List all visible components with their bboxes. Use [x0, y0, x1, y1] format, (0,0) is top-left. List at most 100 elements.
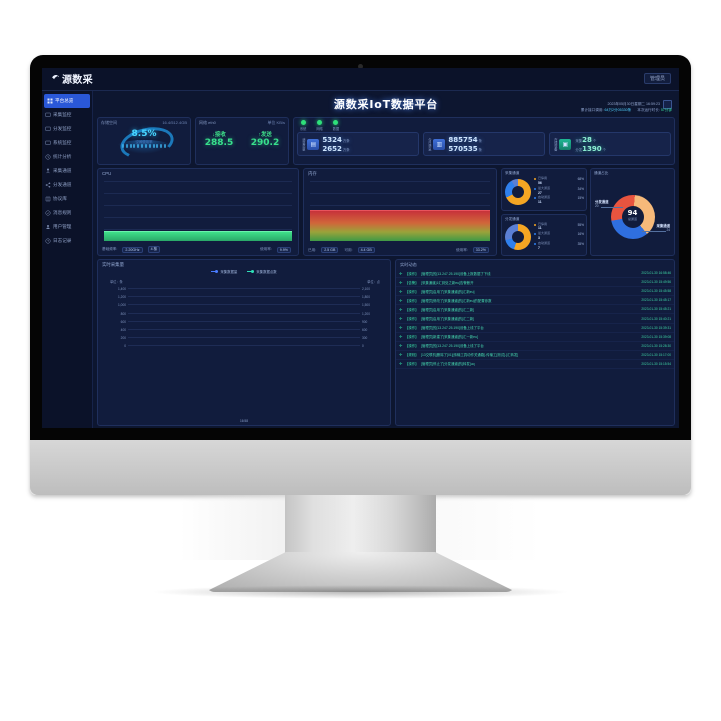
legend-value: 11: [538, 200, 542, 205]
sidebar-item-system-monitor[interactable]: 系统监控: [42, 136, 92, 150]
cpu-footer: 基础频率: 2.20GHz 4 核 使用率: 9.9%: [102, 246, 294, 253]
cpu-panel: CPU 基础频率: 2.20GHz 4 核: [97, 168, 299, 256]
sidebar-item-message-rules[interactable]: 消息规则: [42, 206, 92, 220]
chart-legend-item-1[interactable]: 采集数据量: [211, 269, 237, 274]
network-rx-value: 288.5: [204, 138, 234, 148]
memory-usage-label: 使用率:: [456, 247, 468, 252]
dispatch-channel-card: 分发通道 已停用 11 55%: [501, 213, 587, 256]
sidebar-item-collect-channel[interactable]: 采集通道: [42, 164, 92, 178]
memory-panel: 内存 已用: 2.5 GB 可用: 4.4: [303, 168, 497, 256]
message-today-values: 885754条 570535条: [448, 136, 482, 153]
memory-area: [310, 210, 490, 241]
message-today-box: 今日消息 ▥ 885754条 570535条: [423, 132, 545, 156]
sidebar-item-overview[interactable]: 平台总览: [44, 94, 90, 108]
list-item[interactable]: ✛ 【操作】 [管理员]启用了[采集通道]的[汇二新] 2023-01-30 1…: [396, 305, 674, 315]
online-devices-label: 在线设备: [553, 137, 558, 151]
cpu-usage-value: 9.9%: [276, 246, 291, 253]
status-data: 数据: [333, 120, 339, 131]
unit: 条: [478, 138, 482, 143]
unit: 条: [478, 147, 482, 152]
sidebar-item-collect-monitor[interactable]: 采集监控: [42, 108, 92, 122]
gauge-glow: [116, 140, 172, 154]
log-tag: 【告警】: [405, 280, 419, 285]
sidebar-item-dispatch-channel[interactable]: 分发通道: [42, 178, 92, 192]
dispatch-channel-legend: 已停用 11 55% 最大通道 3 16% 启动通道: [534, 222, 584, 252]
log-time: 2023-01-30 15:45:17: [641, 298, 671, 303]
message-today-line-1: 885754条: [448, 136, 482, 144]
network-tx-label: 发送: [260, 132, 272, 138]
sidebar-item-statistics[interactable]: 统计分析: [42, 150, 92, 164]
label: 采集通道: [656, 224, 670, 228]
disk-title: 存储空间: [101, 120, 117, 125]
list-item[interactable]: ✛ 【告警】 [采集通道]1汇到处之新eu]告警断开 2023-01-30 15…: [396, 278, 674, 288]
chart-legend-item-2[interactable]: 采集数据点数: [247, 269, 277, 274]
list-item[interactable]: ✛ 【规则】 [13交联机]删除了[01][传输工具动作关通路]-传输工[测试]…: [396, 351, 674, 360]
message-stats-card: 系统 网络 数据: [293, 117, 675, 165]
list-item[interactable]: ✛ 【操作】 [管理员]修改了[采集通道]的[汇新eu]的配置参数 2023-0…: [396, 296, 674, 306]
sidebar-item-label: 平台总览: [55, 98, 74, 103]
refresh-icon[interactable]: [663, 100, 672, 109]
legend-name: 已停用: [538, 176, 548, 180]
log-tag: 【操作】: [405, 271, 419, 276]
disk-capacity: 16.4/512.4GB: [162, 120, 187, 125]
user-icon: [45, 224, 51, 230]
history-icon: [45, 238, 51, 244]
main-content: 源数采IoT数据平台 2023年05月30日星期二 16:59:23 累计接口调…: [93, 91, 679, 428]
value: 28: [582, 135, 592, 144]
sidebar-item-dispatch-monitor[interactable]: 分发监控: [42, 122, 92, 136]
plus-icon: ✛: [399, 288, 403, 294]
sidebar-item-label: 统计分析: [53, 154, 72, 159]
log-message: [管理员]新建了[采集通道]的[汇一新eu]: [421, 335, 478, 340]
monitor-shadow: [150, 585, 571, 599]
list-item[interactable]: ✛ 【操作】 [管理员]停止了[分发通道]的[转发]uq 2023-01-30 …: [396, 360, 674, 370]
admin-button[interactable]: 管理员: [643, 73, 671, 84]
disk-gauge: 8.5% 空间使用率: [112, 122, 177, 164]
log-message: [采集通道]1汇到处之新eu]告警断开: [421, 280, 474, 285]
list-item[interactable]: ✛ 【操作】 [管理员]的[13.247.25.190]设备上线了平台 2023…: [396, 324, 674, 333]
kpi-value-2: 57分钟: [660, 108, 672, 112]
cpu-cores-value: 4 核: [147, 246, 161, 253]
log-message: [管理员]修改了[采集通道]的[汇新eu]的配置参数: [421, 298, 492, 303]
list-item[interactable]: ✛ 【操作】 [管理员]启用了[采集通道]的[汇新eu] 2023-01-30 …: [396, 287, 674, 297]
sidebar-item-label: 日志记录: [53, 238, 72, 243]
cpu-area: [104, 231, 292, 241]
resource-panels-row: CPU 基础频率: 2.20GHz 4 核: [97, 168, 675, 256]
status-network: 网络: [316, 120, 323, 131]
brand[interactable]: 源数采: [51, 71, 93, 86]
cpu-base-label: 基础频率:: [102, 247, 118, 251]
memory-usage-value: 33.2%: [472, 247, 489, 253]
sidebar-item-user-management[interactable]: 用户管理: [42, 220, 92, 234]
list-item[interactable]: ✛ 【操作】 [管理员]新建了[采集通道]的[汇一新eu] 2023-01-30…: [396, 333, 674, 342]
bottom-row: 实时采集量 采集数据量 采集数据点数 单位：条: [97, 259, 675, 426]
list-item[interactable]: ✛ 【操作】 [管理员]启用了[采集通道]的[汇二新] 2023-01-30 1…: [396, 314, 674, 324]
gauge-ticks: [122, 144, 166, 152]
upload-arrow-icon: ↑: [258, 132, 261, 138]
plus-icon: ✛: [399, 306, 403, 312]
grid-icon: [47, 98, 53, 104]
sidebar-item-label: 协议库: [53, 196, 67, 201]
log-message: [管理员]的[13.247.25.190]设备上线了平台: [421, 326, 484, 331]
legend-pct: 35%: [577, 241, 584, 246]
kpi-value-1: 64万2分05330条: [604, 108, 632, 112]
log-time: 2023-01-30 15:45:21: [641, 307, 671, 312]
legend-name: 最大通道: [538, 185, 551, 190]
list-item[interactable]: ✛ 【操作】 [管理员]的[13.247.25.190]设备上线了平台 2023…: [396, 342, 674, 351]
network-card: 网络 eth0 单位 KB/s ↓接收 288.5: [195, 117, 289, 165]
log-time: 2023-01-30 15:49:56: [641, 280, 671, 285]
log-time: 2023-01-30 15:40:21: [641, 316, 671, 321]
network-tx: ↑发送 290.2: [251, 130, 279, 148]
device-icon: ▣: [559, 138, 572, 150]
list-item[interactable]: ✛ 【操作】 [管理员]的[13.247.25.190]设备上报数据了下线 20…: [396, 269, 674, 279]
log-message: [管理员]的[13.247.25.190]设备上报数据了下线: [421, 271, 491, 276]
legend-value: 11: [538, 226, 542, 231]
plus-icon: ✛: [399, 316, 403, 322]
cpu-base-value: 2.20GHz: [122, 246, 143, 253]
channel-ratio-left: 分发通道 20: [595, 199, 609, 208]
channel-ratio-card: 通道占比 94 总通道 分发通道 20: [590, 168, 675, 256]
disk-percent-label: 空间使用率: [135, 140, 153, 144]
memory-title: 内存: [308, 171, 317, 176]
sidebar-item-log-records[interactable]: 日志记录: [42, 234, 92, 248]
sidebar-item-protocol-library[interactable]: 协议库: [42, 192, 92, 206]
unit: 万条: [342, 147, 350, 152]
legend-value: 7: [538, 245, 540, 250]
